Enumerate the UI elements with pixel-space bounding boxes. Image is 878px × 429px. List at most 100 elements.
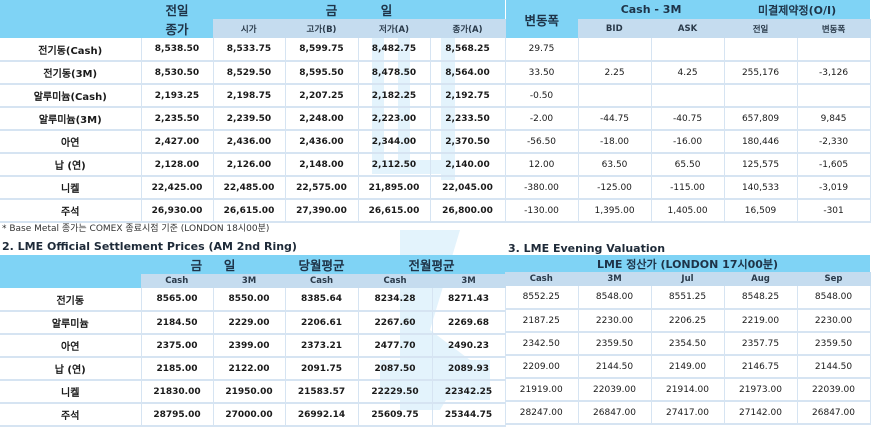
table-row: 2187.25 2230.00 2206.25 2219.00 2230.00 xyxy=(505,309,871,333)
open-cell: 2,436.00 xyxy=(213,130,286,154)
metal-label: 알루미늄(3M) xyxy=(0,107,142,131)
low-cell: 8,482.75 xyxy=(358,38,431,62)
close-cell: 8,568.25 xyxy=(430,38,506,62)
month-avg-cash-cell: 2206.61 xyxy=(285,311,359,335)
month-avg-cash-cell: 21583.57 xyxy=(285,380,359,404)
3m-cell: 2144.50 xyxy=(578,355,652,379)
prev-month-cash-cell: 2477.70 xyxy=(358,334,433,358)
metal-label: 전기동(3M) xyxy=(0,61,142,85)
open-interest-header: 미결제약정(O/I) xyxy=(724,0,871,19)
table-row: 알루미늄(Cash) 2,193.25 2,198.75 2,207.25 2,182.… xyxy=(0,84,871,108)
cash-cell: 2184.50 xyxy=(141,311,214,335)
prev-close-cell: 2,128.00 xyxy=(141,153,214,177)
close-cell: 2,140.00 xyxy=(430,153,506,177)
aug-cell: 21973.00 xyxy=(724,378,798,402)
sep-cell: 26847.00 xyxy=(797,401,871,425)
row-label-header xyxy=(0,0,141,38)
prev-close-header-bottom: 종가 xyxy=(141,19,213,38)
change-cell: -0.50 xyxy=(505,84,579,108)
oi-prev-cell: 255,176 xyxy=(724,61,798,85)
prev-month-3m-cell: 2490.23 xyxy=(432,334,506,358)
3m-header: 3M xyxy=(578,272,652,286)
metal-label: 주석 xyxy=(0,403,142,427)
open-cell: 2,198.75 xyxy=(213,84,286,108)
prev-month-3m-cell: 2089.93 xyxy=(432,357,506,381)
sep-cell: 2359.50 xyxy=(797,332,871,356)
3m-cell: 27000.00 xyxy=(213,403,286,427)
oi-change-cell: 9,845 xyxy=(797,107,871,131)
table-row: 납 (연) 2185.00 2122.00 2091.75 2087.50 2089.93 xyxy=(0,357,506,381)
today-header: 금 일 xyxy=(213,0,506,19)
3m-cell: 2359.50 xyxy=(578,332,652,356)
aug-cell: 27142.00 xyxy=(724,401,798,425)
table-row: 납 (연) 2,128.00 2,126.00 2,148.00 2,112.50 2,1… xyxy=(0,153,871,177)
metal-label: 전기동(Cash) xyxy=(0,38,142,62)
metal-label: 아연 xyxy=(0,334,142,358)
prev-month-cash-cell: 8234.28 xyxy=(358,288,433,312)
table-row: 아연 2375.00 2399.00 2373.21 2477.70 2490.23 xyxy=(0,334,506,358)
table-row: 니켈 21830.00 21950.00 21583.57 22229.50 22342.… xyxy=(0,380,506,404)
bid-cell xyxy=(578,84,652,108)
low-cell: 2,112.50 xyxy=(358,153,431,177)
oi-change-cell: -2,330 xyxy=(797,130,871,154)
prev-month-3m-cell: 8271.43 xyxy=(432,288,506,312)
prev-close-cell: 22,425.00 xyxy=(141,176,214,200)
row-label-header xyxy=(0,255,141,288)
prev-month-3m-cell: 25344.75 xyxy=(432,403,506,427)
month-cash-header: Cash xyxy=(284,274,359,288)
oi-change-cell: -3,126 xyxy=(797,61,871,85)
prev-month-cash-cell: 2267.60 xyxy=(358,311,433,335)
3m-cell: 2122.00 xyxy=(213,357,286,381)
metal-label: 주석 xyxy=(0,199,142,223)
table-row: 전기동(Cash) 8,538.50 8,533.75 8,599.75 8,482.7… xyxy=(0,38,871,62)
prev-close-cell: 2,235.50 xyxy=(141,107,214,131)
close-cell: 2,192.75 xyxy=(430,84,506,108)
3m-cell: 21950.00 xyxy=(213,380,286,404)
ask-cell xyxy=(651,38,725,62)
aug-cell: 2146.75 xyxy=(724,355,798,379)
prev-month-cash-cell: 22229.50 xyxy=(358,380,433,404)
prev-month-avg-header: 전월평균 xyxy=(358,255,506,274)
today-header: 금 일 xyxy=(141,255,286,274)
jul-cell: 8551.25 xyxy=(651,286,725,310)
aug-cell: 8548.25 xyxy=(724,286,798,310)
cash-cell: 2342.50 xyxy=(505,332,579,356)
change-cell: 33.50 xyxy=(505,61,579,85)
table-row: 알루미늄(3M) 2,235.50 2,239.50 2,248.00 2,223.00… xyxy=(0,107,871,131)
sep-cell: 8548.00 xyxy=(797,286,871,310)
cash-cell: 8552.25 xyxy=(505,286,579,310)
jul-cell: 2149.00 xyxy=(651,355,725,379)
change-cell: -130.00 xyxy=(505,199,579,223)
sep-cell: 2230.00 xyxy=(797,309,871,333)
close-cell: 8,564.00 xyxy=(430,61,506,85)
section2-title: 2. LME Official Settlement Prices (AM 2n… xyxy=(2,240,297,253)
high-header: 고가(B) xyxy=(285,19,359,38)
table-row: 28247.00 26847.00 27417.00 27142.00 26847.00 xyxy=(505,401,871,425)
high-cell: 8,595.50 xyxy=(285,61,359,85)
high-cell: 2,148.00 xyxy=(285,153,359,177)
month-avg-cash-cell: 2091.75 xyxy=(285,357,359,381)
close-header: 종가(A) xyxy=(430,19,506,38)
spread-header: Cash - 3M xyxy=(578,0,725,19)
bid-cell: -44.75 xyxy=(578,107,652,131)
jul-cell: 2206.25 xyxy=(651,309,725,333)
close-cell: 2,233.50 xyxy=(430,107,506,131)
change-cell: -56.50 xyxy=(505,130,579,154)
3m-cell: 22039.00 xyxy=(578,378,652,402)
ask-cell: -40.75 xyxy=(651,107,725,131)
close-cell: 26,800.00 xyxy=(430,199,506,223)
bid-cell: 63.50 xyxy=(578,153,652,177)
aug-cell: 2219.00 xyxy=(724,309,798,333)
prev-close-cell: 26,930.00 xyxy=(141,199,214,223)
table-row: 니켈 22,425.00 22,485.00 22,575.00 21,895.00 22… xyxy=(0,176,871,200)
prev-close-header-top: 전일 xyxy=(141,0,213,19)
sep-cell: 22039.00 xyxy=(797,378,871,402)
cash-header: Cash xyxy=(505,272,579,286)
metal-label: 니켈 xyxy=(0,176,142,200)
bid-cell: -18.00 xyxy=(578,130,652,154)
open-cell: 2,239.50 xyxy=(213,107,286,131)
oi-prev-cell xyxy=(724,84,798,108)
cash-cell: 8565.00 xyxy=(141,288,214,312)
metal-label: 니켈 xyxy=(0,380,142,404)
change-cell: -2.00 xyxy=(505,107,579,131)
